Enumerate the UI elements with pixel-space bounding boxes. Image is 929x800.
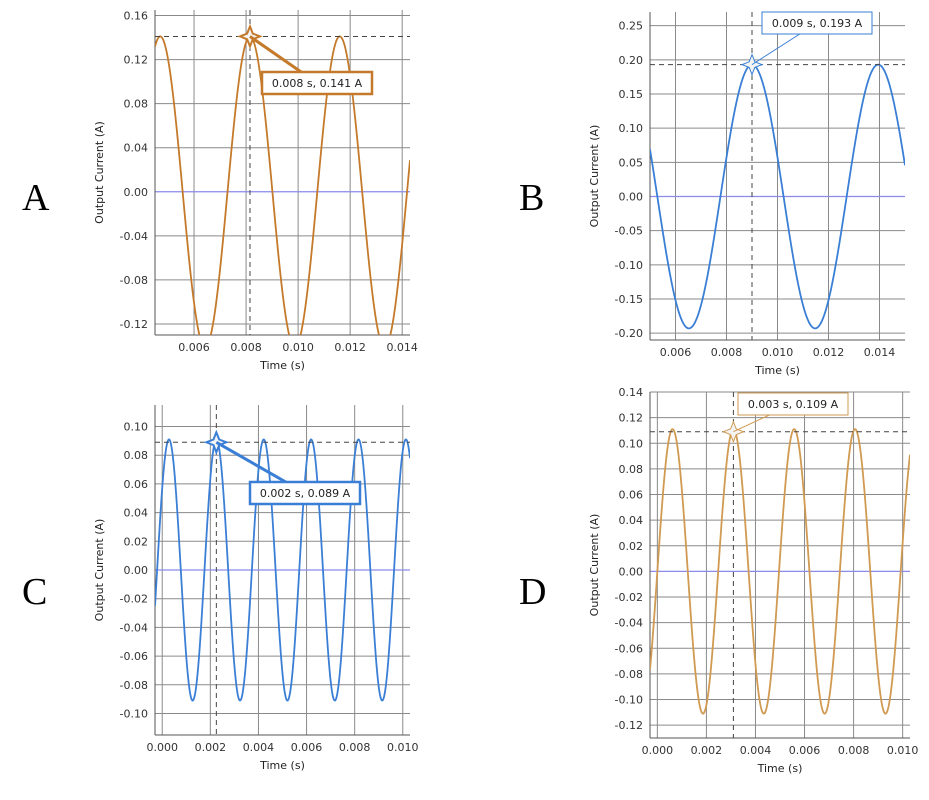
chart-a-ytick-label-3: 0.00: [124, 186, 149, 199]
chart-a-series-line: [155, 35, 410, 335]
chart-b-annotation-text: 0.009 s, 0.193 A: [772, 17, 863, 30]
chart-d-ytick-label-0: -0.12: [615, 719, 643, 732]
chart-b-ytick-label-9: 0.25: [619, 20, 644, 33]
chart-c-ytick-label-0: -0.10: [120, 707, 148, 720]
chart-a: 0.006 0.008 0.010 0.012 0.014 -0.12 -0.08 -0.04…: [93, 10, 418, 372]
chart-a-ytick-label-4: 0.04: [124, 142, 149, 155]
chart-d-xtick-label-4: 0.008: [838, 744, 870, 757]
chart-d-xtick-label-0: 0.000: [642, 744, 674, 757]
chart-b-ytick-label-8: 0.20: [619, 54, 644, 67]
chart-c-xtick-label-3: 0.006: [291, 741, 323, 754]
chart-d-ytick-label-4: -0.04: [615, 617, 643, 630]
chart-b-xtick-label-2: 0.010: [762, 346, 794, 359]
chart-d-ytick-label-8: 0.04: [619, 514, 644, 527]
chart-a-ytick-label-7: 0.16: [124, 10, 149, 23]
chart-c-xtick-label-0: 0.000: [146, 741, 178, 754]
chart-d-ytick-label-13: 0.14: [619, 386, 644, 399]
chart-a-xtick-label-3: 0.012: [334, 341, 366, 354]
chart-d-ytick-label-11: 0.10: [619, 437, 644, 450]
chart-c-xtick-label-2: 0.004: [243, 741, 275, 754]
chart-a-annotation-text: 0.008 s, 0.141 A: [272, 77, 363, 90]
chart-b-series-line: [650, 63, 905, 330]
chart-c: 0.000 0.002 0.004 0.006 0.008 0.010 -0.10 -0.08…: [93, 405, 419, 772]
chart-a-ylabel: Output Current (A): [93, 121, 106, 224]
chart-a-xtick-label-4: 0.014: [386, 341, 418, 354]
chart-a-ytick-label-6: 0.12: [124, 54, 149, 67]
chart-a-marker-point: [237, 23, 263, 50]
chart-c-ytick-label-3: -0.04: [120, 621, 148, 634]
panel-letter-b: B: [519, 177, 545, 219]
chart-a-annotation-box: [260, 70, 374, 96]
chart-a-ytick-label-1: -0.08: [120, 274, 148, 287]
chart-a-ytick-label-0: -0.12: [120, 318, 148, 331]
chart-c-ytick-label-2: -0.06: [120, 650, 148, 663]
chart-c-xtick-label-5: 0.010: [387, 741, 419, 754]
chart-d-xtick-label-5: 0.010: [887, 744, 919, 757]
chart-d-ytick-label-6: 0.00: [619, 565, 644, 578]
chart-b-ytick-label-4: 0.00: [619, 191, 644, 204]
chart-c-ytick-label-1: -0.08: [120, 679, 148, 692]
chart-b-ytick-label-6: 0.10: [619, 122, 644, 135]
chart-d-ytick-label-12: 0.12: [619, 412, 644, 425]
chart-c-ytick-label-9: 0.08: [124, 449, 149, 462]
chart-b-ytick-label-3: -0.05: [615, 225, 643, 238]
chart-a-xtick-label-2: 0.010: [282, 341, 314, 354]
panel-letter-d: D: [519, 571, 547, 613]
panel-letter-c: C: [22, 571, 48, 613]
chart-a-xlabel: Time (s): [259, 359, 305, 372]
chart-b-ytick-label-0: -0.20: [615, 327, 643, 340]
chart-c-xtick-label-1: 0.002: [195, 741, 227, 754]
chart-b: 0.006 0.008 0.010 0.012 0.014 -0.20 -0.15 -0.10…: [588, 11, 905, 377]
chart-c-ytick-label-8: 0.06: [124, 478, 149, 491]
chart-d-ytick-label-3: -0.06: [615, 642, 643, 655]
chart-c-ytick-label-10: 0.10: [124, 421, 149, 434]
chart-c-ytick-label-5: 0.00: [124, 564, 149, 577]
chart-a-xtick-label-1: 0.008: [230, 341, 261, 354]
chart-d-series-line: [650, 428, 910, 715]
chart-b-ylabel: Output Current (A): [588, 125, 601, 228]
chart-d: 0.000 0.002 0.004 0.006 0.008 0.010 -0.12 -0.10…: [588, 386, 919, 775]
chart-c-ytick-label-7: 0.04: [124, 507, 149, 520]
chart-c-ytick-label-6: 0.02: [124, 535, 149, 548]
chart-c-xlabel: Time (s): [259, 759, 305, 772]
chart-b-xtick-label-3: 0.012: [813, 346, 845, 359]
chart-d-ytick-label-7: 0.02: [619, 540, 644, 553]
chart-c-ylabel: Output Current (A): [93, 519, 106, 622]
chart-d-ytick-label-10: 0.08: [619, 463, 644, 476]
chart-c-annotation-text: 0.002 s, 0.089 A: [260, 487, 351, 500]
chart-d-ylabel: Output Current (A): [588, 514, 601, 617]
chart-c-annotation-box: [248, 480, 362, 506]
chart-d-xtick-label-2: 0.004: [740, 744, 772, 757]
chart-c-ytick-label-4: -0.02: [120, 593, 148, 606]
chart-a-ytick-label-2: -0.04: [120, 230, 148, 243]
chart-c-series-line: [155, 438, 410, 702]
chart-b-xtick-label-1: 0.008: [711, 346, 743, 359]
chart-a-xtick-label-0: 0.006: [178, 341, 210, 354]
chart-d-annotation-box: [737, 392, 849, 416]
chart-d-xtick-label-1: 0.002: [691, 744, 723, 757]
chart-d-ytick-label-9: 0.06: [619, 489, 644, 502]
chart-b-annotation-box: [761, 11, 873, 35]
chart-a-ytick-label-5: 0.08: [124, 98, 149, 111]
chart-d-xlabel: Time (s): [757, 762, 803, 775]
chart-b-ytick-label-1: -0.15: [615, 293, 643, 306]
chart-c-xtick-label-4: 0.008: [339, 741, 371, 754]
chart-d-ytick-label-1: -0.10: [615, 694, 643, 707]
chart-b-xtick-label-4: 0.014: [864, 346, 896, 359]
chart-c-marker-point: [203, 429, 230, 456]
chart-b-ytick-label-2: -0.10: [615, 259, 643, 272]
chart-b-ytick-label-7: 0.15: [619, 88, 644, 101]
panel-letter-a: A: [22, 177, 50, 219]
chart-d-ytick-label-2: -0.08: [615, 668, 643, 681]
chart-d-annotation-text: 0.003 s, 0.109 A: [748, 398, 839, 411]
chart-d-ytick-label-5: -0.02: [615, 591, 643, 604]
chart-b-xtick-label-0: 0.006: [660, 346, 692, 359]
chart-d-xtick-label-3: 0.006: [789, 744, 821, 757]
chart-b-ytick-label-5: 0.05: [619, 156, 644, 169]
chart-b-xlabel: Time (s): [754, 364, 800, 377]
